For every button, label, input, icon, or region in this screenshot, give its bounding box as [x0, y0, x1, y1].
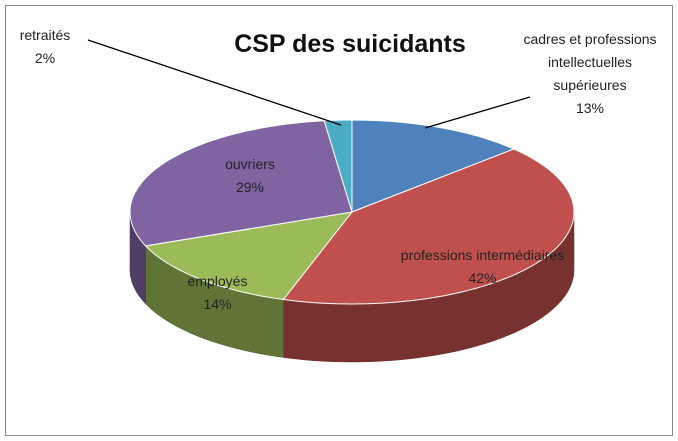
- label-value: 14%: [203, 296, 232, 312]
- slice: [351, 119, 516, 213]
- slice: [282, 148, 575, 305]
- leader-line: [424, 96, 531, 129]
- label-value: 29%: [235, 179, 265, 195]
- label-value: 42%: [468, 270, 497, 286]
- data-label: employés 14%: [160, 270, 275, 316]
- data-label: professions intermédiaires 42%: [400, 244, 565, 290]
- data-label: cadres et professions intellectuelles su…: [520, 28, 660, 120]
- leader-line: [87, 39, 342, 126]
- chart-title: CSP des suicidants: [234, 30, 466, 58]
- label-category: retraités: [19, 27, 71, 43]
- slice: [323, 119, 353, 213]
- data-label: retraités 2%: [5, 24, 85, 70]
- slice: [144, 211, 354, 301]
- label-category: cadres et professions intellectuelles su…: [523, 31, 657, 93]
- slice: [129, 120, 353, 247]
- label-value: 13%: [575, 100, 605, 116]
- data-label: ouvriers 29%: [190, 153, 310, 199]
- label-value: 2%: [34, 50, 56, 66]
- label-category: ouvriers: [225, 156, 275, 172]
- label-category: professions intermédiaires: [400, 247, 565, 263]
- label-category: employés: [187, 273, 248, 289]
